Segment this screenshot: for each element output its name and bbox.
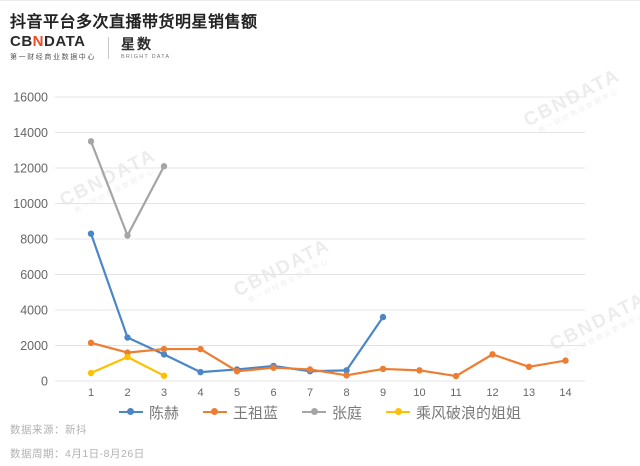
x-axis-tick-label: 1 (88, 387, 94, 399)
data-point-0-9 (379, 313, 387, 321)
data-point-1-2 (124, 349, 131, 356)
x-axis-tick-label: 6 (270, 387, 276, 399)
legend-item-1: 王祖蓝 (202, 402, 278, 423)
legend-item-3: 乘风破浪的姐姐 (386, 402, 521, 423)
data-point-1-3 (160, 345, 168, 353)
x-axis-tick-label: 13 (523, 387, 535, 399)
legend-marker-icon (386, 408, 411, 416)
y-axis-tick-label: 0 (41, 375, 48, 389)
logo-divider (108, 37, 109, 59)
data-period-note: 数据周期：4月1日-8月26日 (10, 448, 145, 460)
legend-marker-dot-icon (127, 408, 135, 416)
x-axis-tick-label: 3 (161, 387, 167, 399)
chart-footer: 数据来源：新抖 数据周期：4月1日-8月26日 (10, 422, 145, 466)
legend-label: 王祖蓝 (232, 404, 278, 422)
logo-n-accent: N (32, 33, 45, 50)
series-line-2 (89, 140, 166, 237)
x-axis-tick-label: 10 (413, 387, 425, 399)
legend-label: 乘风破浪的姐姐 (416, 404, 522, 422)
data-point-3-1 (87, 369, 95, 377)
data-point-0-2 (124, 334, 131, 341)
y-axis-tick-label: 2000 (20, 339, 48, 353)
logo: CBNDATA 第一财经商业数据中心 星数 BRIGHT DATA (10, 34, 170, 62)
data-point-1-9 (379, 365, 387, 373)
xingshu-logo-text: 星数 (121, 35, 153, 52)
legend-item-0: 陈赫 (118, 402, 179, 423)
legend-marker-icon (118, 408, 143, 416)
data-point-3-2 (124, 353, 131, 361)
y-axis-tick-label: 16000 (13, 91, 48, 105)
legend-marker-dot-icon (211, 408, 219, 416)
data-point-1-11 (452, 372, 460, 380)
x-axis-tick-label: 8 (343, 387, 349, 399)
data-point-1-4 (197, 345, 204, 353)
data-point-0-4 (197, 368, 204, 376)
y-axis-tick-label: 10000 (13, 197, 48, 211)
data-point-1-10 (416, 367, 423, 374)
legend-marker-dot-icon (394, 408, 402, 416)
x-axis-tick-label: 7 (307, 387, 313, 399)
legend-label: 陈赫 (148, 404, 179, 422)
cbndata-logo-text: CBNDATA (10, 34, 96, 49)
x-axis-tick-label: 2 (124, 387, 130, 399)
data-point-0-3 (160, 351, 168, 358)
y-axis-tick-label: 6000 (20, 268, 48, 282)
data-point-2-1 (87, 138, 95, 145)
legend-marker-dot-icon (310, 408, 318, 416)
x-axis-tick-label: 9 (380, 387, 386, 399)
logo-data: DATA (44, 33, 86, 50)
data-point-1-1 (87, 339, 95, 347)
chart-legend: 陈赫 王祖蓝 张庭 乘风破浪的姐姐 (0, 401, 640, 423)
legend-item-2: 张庭 (302, 402, 362, 423)
data-point-0-1 (87, 230, 95, 237)
data-point-1-12 (489, 351, 496, 358)
y-axis-tick-label: 4000 (20, 304, 48, 318)
y-axis-tick-label: 14000 (13, 126, 48, 140)
data-point-1-7 (306, 366, 314, 373)
cbndata-logo-subtitle: 第一财经商业数据中心 (10, 54, 96, 61)
legend-label: 张庭 (332, 404, 363, 422)
x-axis-tick-label: 4 (197, 387, 203, 399)
logo-cb: CB (10, 33, 33, 50)
data-source-note: 数据来源：新抖 (10, 424, 87, 436)
data-point-1-5 (233, 368, 241, 375)
x-axis-tick-label: 5 (234, 387, 240, 399)
data-point-2-2 (124, 232, 131, 239)
data-point-1-8 (343, 372, 350, 379)
data-point-3-3 (160, 372, 168, 379)
cbndata-logo: CBNDATA 第一财经商业数据中心 (10, 34, 96, 62)
x-axis-tick-label: 14 (559, 387, 571, 399)
data-point-0-8 (343, 367, 350, 374)
y-axis-tick-label: 8000 (20, 233, 48, 247)
series-line-1 (89, 341, 567, 378)
legend-marker-icon (202, 408, 227, 416)
xingshu-logo-subtitle: BRIGHT DATA (121, 53, 171, 60)
data-point-2-3 (160, 163, 168, 170)
line-chart: 0 2000 4000 6000 8000 10000 12000 14000 16000 1 2 3… (0, 73, 640, 405)
y-axis-tick-label: 12000 (13, 162, 48, 176)
data-point-1-13 (525, 363, 533, 370)
legend-marker-icon (302, 408, 326, 416)
x-axis-tick-label: 12 (486, 387, 498, 399)
data-point-1-14 (562, 357, 569, 364)
xingshu-logo: 星数 BRIGHT DATA (121, 37, 170, 60)
x-axis-tick-label: 11 (450, 387, 461, 399)
data-point-1-6 (270, 364, 277, 371)
page-title: 抖音平台多次直播带货明星销售额 (10, 14, 258, 31)
